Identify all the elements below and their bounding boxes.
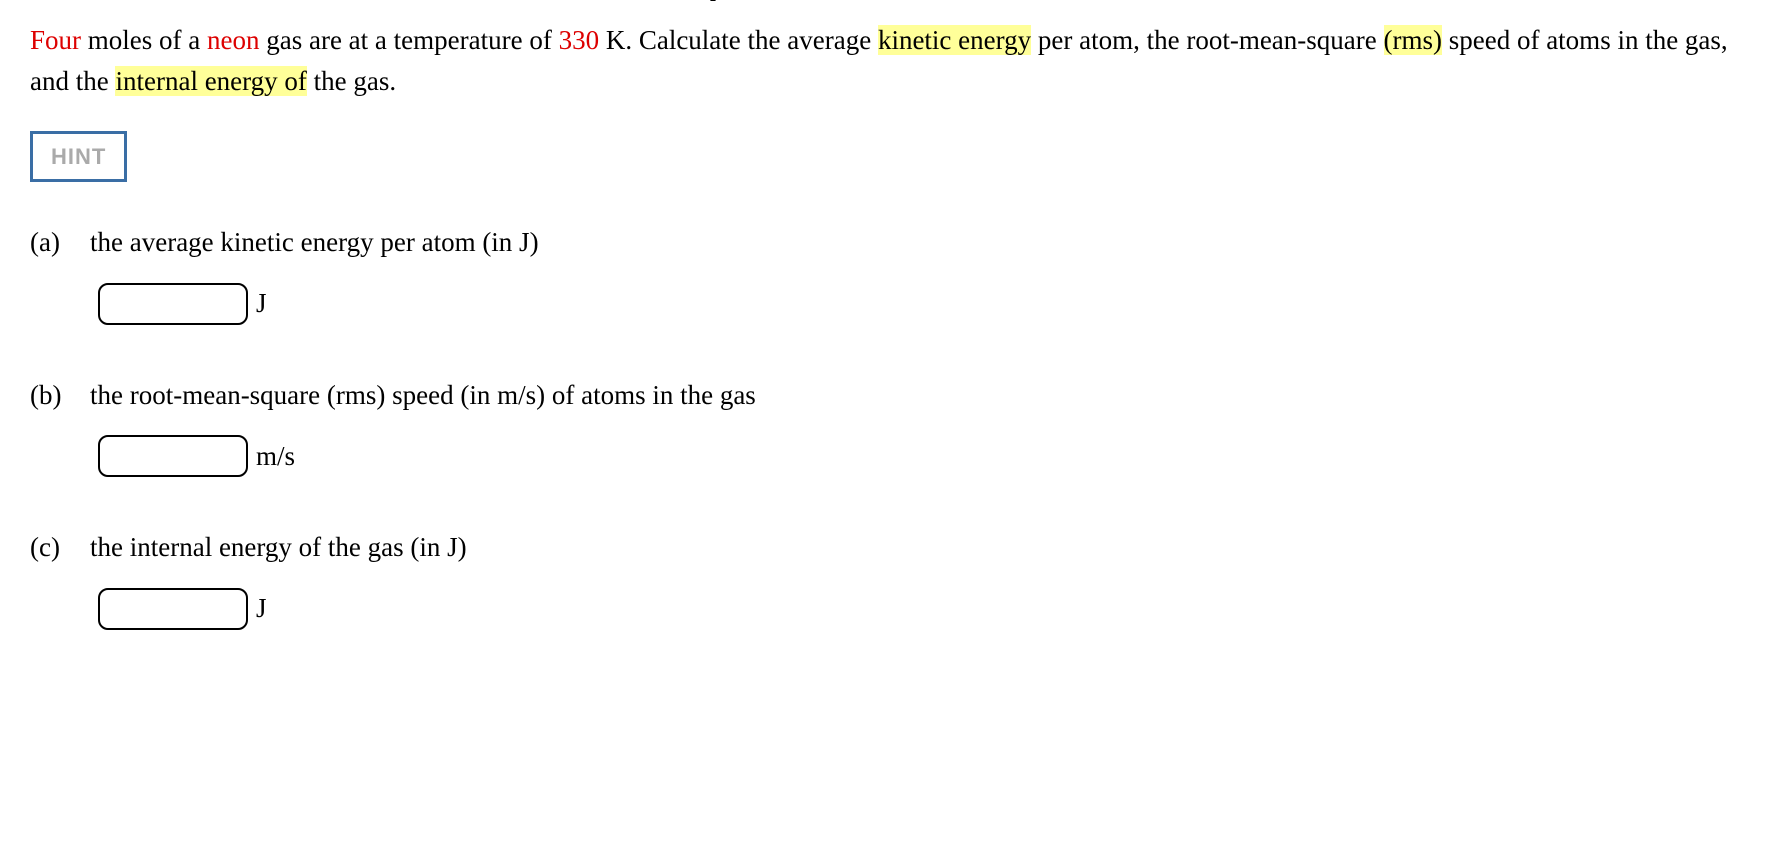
part-b-content: the root-mean-square (rms) speed (in m/s… [90, 375, 1752, 478]
part-a-label: (a) [30, 222, 90, 263]
part-a-answer-row: J [90, 283, 1752, 325]
part-a-prompt: the average kinetic energy per atom (in … [90, 222, 1752, 263]
part-c-content: the internal energy of the gas (in J) J [90, 527, 1752, 630]
part-c-unit: J [256, 588, 267, 629]
highlight-internal-energy: internal energy of [115, 66, 306, 96]
part-c-label: (c) [30, 527, 90, 568]
part-b-input[interactable] [98, 435, 248, 477]
part-a-input[interactable] [98, 283, 248, 325]
text-segment-4: per atom, the root-mean-square [1031, 25, 1383, 55]
question-part-a: (a) the average kinetic energy per atom … [30, 222, 1752, 325]
highlight-rms: (rms) [1384, 25, 1442, 55]
text-four: Four [30, 25, 81, 55]
question-part-b: (b) the root-mean-square (rms) speed (in… [30, 375, 1752, 478]
part-b-unit: m/s [256, 436, 295, 477]
text-segment-1: moles of a [81, 25, 207, 55]
question-part-c: (c) the internal energy of the gas (in J… [30, 527, 1752, 630]
hint-button[interactable]: HINT [30, 131, 127, 182]
part-a-content: the average kinetic energy per atom (in … [90, 222, 1752, 325]
text-segment-2: gas are at a temperature of [259, 25, 558, 55]
part-c-input[interactable] [98, 588, 248, 630]
part-c-answer-row: J [90, 588, 1752, 630]
text-segment-6: the gas. [307, 66, 396, 96]
part-b-label: (b) [30, 375, 90, 416]
part-a-unit: J [256, 283, 267, 324]
text-neon: neon [207, 25, 259, 55]
highlight-kinetic-energy: kinetic energy [878, 25, 1031, 55]
problem-statement: Four moles of a neon gas are at a temper… [30, 20, 1752, 101]
part-b-prompt: the root-mean-square (rms) speed (in m/s… [90, 375, 1752, 416]
text-330: 330 [559, 25, 600, 55]
annotation-t: T [702, 0, 724, 16]
part-c-prompt: the internal energy of the gas (in J) [90, 527, 1752, 568]
text-segment-3: K. Calculate the average [599, 25, 878, 55]
part-b-answer-row: m/s [90, 435, 1752, 477]
